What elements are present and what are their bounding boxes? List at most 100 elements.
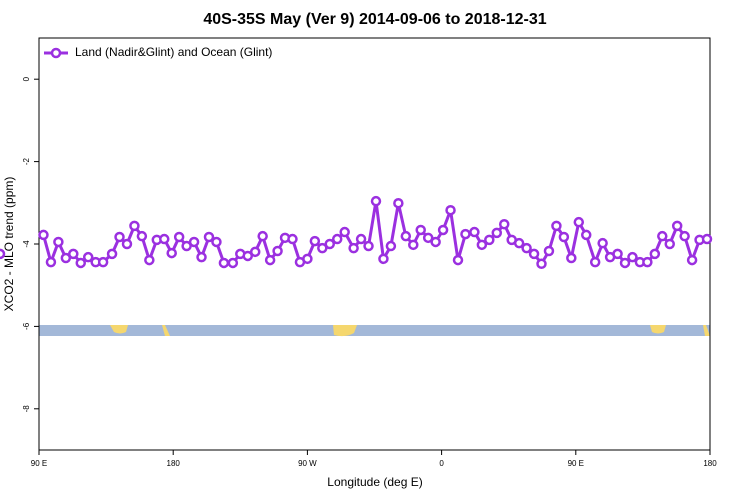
data-point [159, 233, 170, 245]
data-point [642, 256, 653, 268]
data-point [430, 236, 441, 248]
data-point [60, 252, 72, 264]
data-point [619, 257, 631, 269]
data-point [415, 224, 426, 236]
data-point [400, 230, 412, 242]
data-point [97, 256, 109, 268]
data-point [264, 254, 276, 266]
data-point [589, 256, 601, 268]
y-tick-label: -4 [22, 240, 31, 248]
data-point [536, 258, 547, 270]
data-point [370, 195, 382, 207]
data-point [513, 237, 525, 249]
data-point [317, 242, 328, 254]
data-point [287, 233, 298, 245]
data-point [378, 253, 389, 265]
data-point [188, 236, 200, 248]
data-point [75, 257, 87, 269]
data-point [657, 230, 668, 242]
legend-marker [50, 47, 62, 59]
data-point [558, 231, 570, 243]
data-point [476, 239, 488, 251]
plot-frame [38, 37, 711, 451]
data-point [460, 228, 471, 240]
data-point [129, 220, 140, 232]
x-tick-label: 90 W [298, 459, 317, 468]
data-point [627, 251, 638, 263]
data-point [498, 218, 510, 230]
legend-label: Land (Nadir&Glint) and Ocean (Glint) [75, 45, 272, 59]
data-point [309, 235, 321, 247]
data-point [580, 229, 592, 241]
data-point [324, 238, 336, 250]
data-point [445, 204, 456, 216]
data-point [701, 233, 713, 245]
data-point [355, 233, 367, 245]
x-tick-label: 90 E [568, 459, 584, 468]
data-point [68, 248, 79, 260]
data-point [45, 256, 57, 268]
chart-title: 40S-35S May (Ver 9) 2014-09-06 to 2018-1… [203, 11, 546, 28]
data-point [173, 231, 185, 243]
data-point [166, 247, 177, 259]
data-point [528, 248, 540, 260]
data-point [196, 251, 207, 263]
data-point [551, 220, 562, 232]
data-point [136, 230, 148, 242]
data-point [106, 248, 118, 260]
data-point [649, 248, 661, 260]
data-point [543, 245, 555, 257]
data-point [422, 232, 434, 244]
y-tick-label: -8 [22, 405, 31, 413]
data-point [339, 226, 350, 238]
y-tick-label: -6 [22, 322, 31, 330]
data-point [484, 234, 495, 246]
data-point [211, 236, 222, 248]
data-point [121, 238, 133, 250]
data-point [452, 254, 464, 266]
data-point [573, 216, 585, 228]
data-point [38, 229, 49, 241]
data-point [393, 197, 404, 209]
data-point [385, 240, 397, 252]
x-tick-label: 180 [167, 459, 181, 468]
data-point [491, 227, 503, 239]
data-point [114, 231, 125, 243]
x-tick-label: 180 [703, 459, 717, 468]
data-point [612, 248, 623, 260]
data-point [203, 231, 215, 243]
data-point [363, 240, 374, 252]
x-axis-label: Longitude (deg E) [327, 475, 422, 489]
x-tick-label: 0 [439, 459, 444, 468]
data-point [181, 240, 192, 252]
y-tick-label: 0 [22, 76, 31, 81]
data-point [53, 236, 64, 248]
data-point [272, 245, 283, 257]
data-point [144, 254, 155, 266]
data-point [218, 257, 230, 269]
data-point [348, 242, 359, 254]
data-point [257, 230, 268, 242]
data-point [664, 238, 675, 250]
data-point [302, 253, 313, 265]
data-point [437, 224, 449, 236]
data-point [82, 251, 94, 263]
data-point [469, 226, 480, 238]
data-point [597, 237, 608, 249]
data-point [0, 248, 6, 260]
data-point [242, 250, 254, 262]
data-point [671, 220, 683, 232]
y-axis-label: XCO2 - MLO trend (ppm) [2, 177, 16, 312]
data-point [249, 246, 261, 258]
y-tick-label: -2 [22, 157, 31, 165]
data-point [686, 254, 698, 266]
data-point [566, 252, 577, 264]
data-point [521, 242, 532, 254]
land-ocean-strip [39, 325, 710, 337]
data-point [408, 239, 419, 251]
x-tick-label: 90 E [31, 459, 47, 468]
data-point [227, 257, 239, 269]
data-point [331, 233, 343, 245]
data-point [679, 230, 690, 242]
